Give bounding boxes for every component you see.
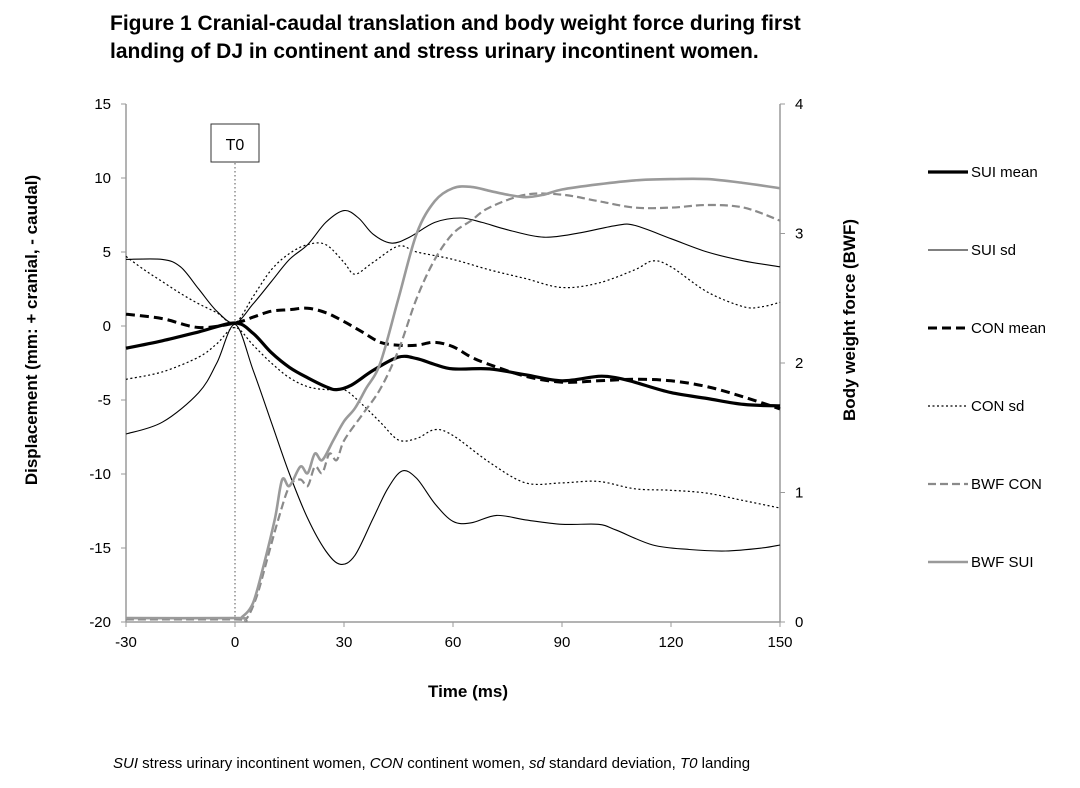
legend-label-con-mean: CON mean (971, 320, 1046, 337)
caption-t0-abbr: T0 (679, 755, 698, 772)
y-tick-label: -5 (98, 392, 111, 409)
figure-title-line-2: landing of DJ in continent and stress ur… (110, 40, 759, 63)
y-tick-label: -15 (89, 540, 111, 557)
figure-title: Figure 1 Cranial-caudal translation and … (110, 10, 1010, 66)
series-line-sui-sd (125, 209, 781, 324)
caption-sd-abbr: sd (529, 755, 545, 772)
figure-caption: SUI stress urinary incontinent women, CO… (113, 755, 750, 772)
caption-con-abbr: CON (369, 755, 404, 772)
legend-label-sui-mean: SUI mean (971, 164, 1038, 181)
legend-label-sui-sd: SUI sd (971, 242, 1016, 259)
y-tick-label: -20 (89, 614, 111, 631)
chart-legend: SUI mean SUI sd CON mean CON sd BWF CON BWF S… (928, 164, 1046, 571)
x-tick-label: 60 (445, 634, 462, 651)
x-tick-label: 30 (336, 634, 353, 651)
series-line-con-sd (125, 326, 781, 509)
chart-series (125, 177, 781, 623)
series-line-bwf-sui (125, 177, 781, 620)
x-tick-label: 90 (554, 634, 571, 651)
y-axis-title: Displacement (mm: + cranial, - caudal) (22, 175, 41, 485)
x-tick-label: 150 (767, 634, 792, 651)
caption-sui-text: stress urinary incontinent women, (138, 755, 370, 772)
y-tick-label: 15 (94, 96, 111, 113)
x-tick-label: 0 (231, 634, 239, 651)
y2-tick-label: 3 (795, 226, 803, 243)
y2-tick-label: 2 (795, 355, 803, 372)
y2-tick-label: 0 (795, 614, 803, 631)
y2-tick-label: 4 (795, 96, 803, 113)
series-line-con-mean (125, 306, 781, 411)
t0-label: T0 (226, 137, 245, 154)
y-tick-label: 5 (103, 244, 111, 261)
y-tick-label: 10 (94, 170, 111, 187)
caption-sui-abbr: SUI (113, 755, 139, 772)
series-line-sui-sd (125, 323, 781, 565)
legend-label-bwf-con: BWF CON (971, 476, 1042, 493)
y-tick-label: -10 (89, 466, 111, 483)
figure-title-line-1: Figure 1 Cranial-caudal translation and … (110, 12, 801, 35)
x-axis-title: Time (ms) (428, 682, 508, 701)
caption-sd-text: standard deviation, (544, 755, 680, 772)
y-tick-label: 0 (103, 318, 111, 335)
t0-label-box (210, 123, 260, 163)
y2-axis-title: Body weight force (BWF) (840, 219, 859, 421)
chart-axes: -30 0 30 60 90 120 150151050-5-10-15-2043210Ti… (22, 96, 859, 701)
caption-t0-text: landing (697, 755, 751, 772)
x-tick-label: 120 (658, 634, 683, 651)
series-line-bwf-con (126, 192, 781, 623)
series-line-sui-mean (125, 321, 781, 408)
y2-tick-label: 1 (795, 485, 803, 502)
caption-con-text: continent women, (403, 755, 530, 772)
series-line-con-sd (125, 242, 781, 325)
legend-label-con-sd: CON sd (971, 398, 1024, 415)
x-tick-label: -30 (115, 634, 137, 651)
legend-label-bwf-sui: BWF SUI (971, 554, 1034, 571)
